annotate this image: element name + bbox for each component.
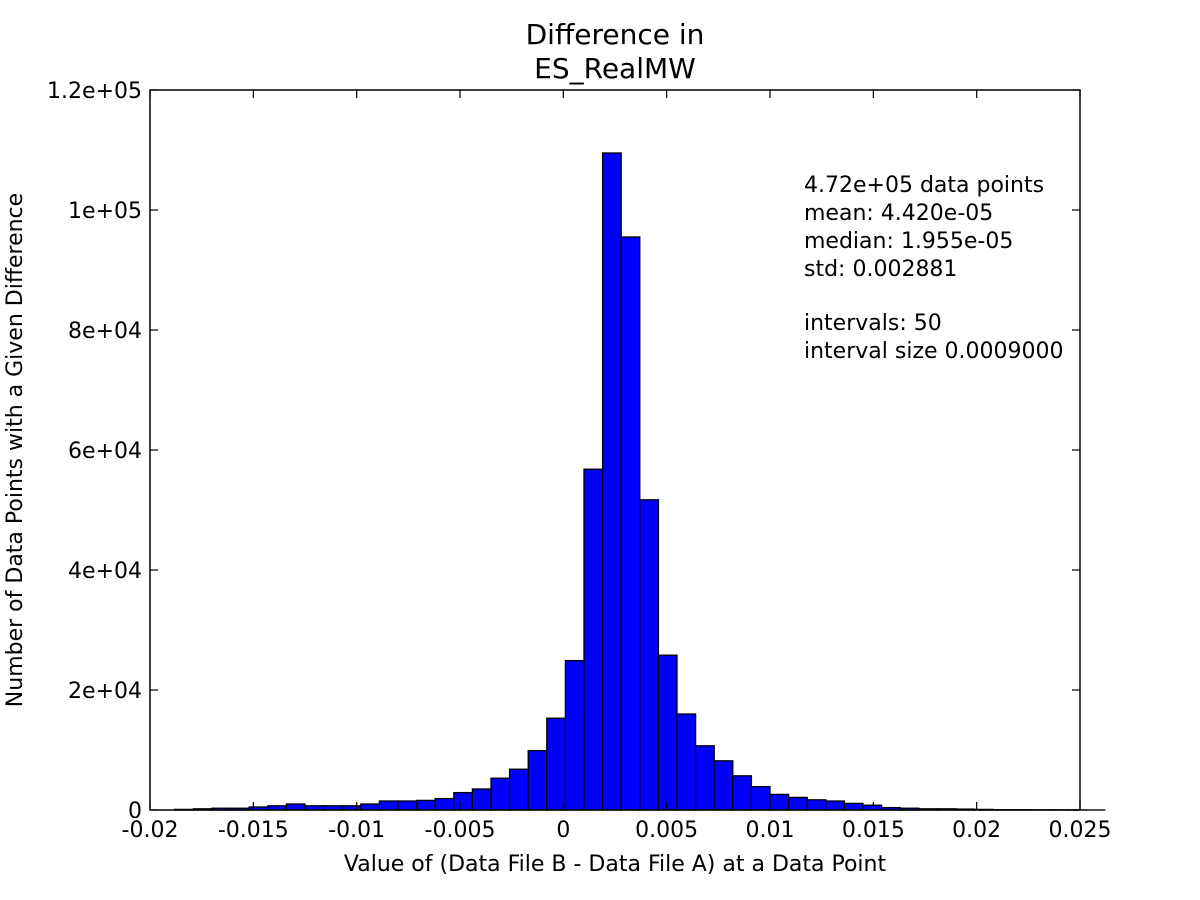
histogram-bar xyxy=(825,800,846,811)
histogram-bar xyxy=(750,785,771,811)
x-tick-label: 0.005 xyxy=(635,818,698,843)
x-tick-label: 0.025 xyxy=(1049,818,1112,843)
histogram-bar xyxy=(806,799,827,811)
histogram-bar xyxy=(397,800,418,811)
histogram-bar xyxy=(453,791,474,811)
histogram-bar xyxy=(527,749,548,811)
x-axis-ticks: -0.02 -0.015 -0.01 -0.005 0 0.005 0.01 0.015 0.0… xyxy=(122,90,1112,843)
histogram-bar xyxy=(601,152,622,811)
histogram-bar xyxy=(546,717,567,811)
y-tick-label: 8e+04 xyxy=(68,319,142,344)
histogram-bar xyxy=(360,803,381,811)
x-tick-label: 0.01 xyxy=(746,818,795,843)
histogram-bar xyxy=(415,799,436,811)
x-tick-label: 0.015 xyxy=(842,818,905,843)
y-tick-label: 1e+05 xyxy=(68,199,142,224)
annotation-line: std: 0.002881 xyxy=(804,257,957,282)
histogram-bar xyxy=(676,713,697,811)
histogram-bar xyxy=(639,499,660,811)
histogram-bar xyxy=(564,659,585,811)
x-tick-label: 0.02 xyxy=(952,818,1001,843)
histogram-bar xyxy=(657,654,678,811)
histogram-bar xyxy=(583,468,604,811)
y-tick-label: 0 xyxy=(128,799,142,824)
histogram-bar xyxy=(508,768,529,811)
y-tick-label: 4e+04 xyxy=(68,559,142,584)
x-tick-label: -0.005 xyxy=(425,818,496,843)
histogram-bars xyxy=(174,152,1106,811)
y-tick-label: 2e+04 xyxy=(68,679,142,704)
chart-title-line-2: ES_RealMW xyxy=(534,52,696,85)
y-axis-ticks: 0 2e+04 4e+04 6e+04 8e+04 1e+05 1.2e+05 xyxy=(47,79,1080,824)
y-tick-label: 6e+04 xyxy=(68,439,142,464)
histogram-bar xyxy=(694,745,715,811)
chart-title-line-1: Difference in xyxy=(526,18,705,51)
x-tick-label: -0.015 xyxy=(218,818,289,843)
histogram-bar xyxy=(490,777,511,811)
x-axis-label: Value of (Data File B - Data File A) at … xyxy=(344,852,887,877)
stats-annotation: 4.72e+05 data points mean: 4.420e-05 media… xyxy=(804,173,1064,364)
histogram-bar xyxy=(843,802,864,811)
histogram-bar xyxy=(769,793,790,811)
histogram-bar xyxy=(378,800,399,811)
annotation-line: mean: 4.420e-05 xyxy=(804,201,993,226)
histogram-bar xyxy=(471,788,492,811)
histogram-bar xyxy=(713,760,734,811)
histogram-bar xyxy=(434,797,455,811)
annotation-line: median: 1.955e-05 xyxy=(804,229,1013,254)
histogram-bar xyxy=(732,775,753,811)
histogram-bar xyxy=(787,796,808,811)
annotation-line: 4.72e+05 data points xyxy=(804,173,1044,198)
annotation-line: interval size 0.0009000 xyxy=(804,339,1064,364)
x-tick-label: 0 xyxy=(556,818,570,843)
x-tick-label: -0.02 xyxy=(122,818,179,843)
y-tick-label: 1.2e+05 xyxy=(47,79,142,104)
x-tick-label: -0.01 xyxy=(328,818,385,843)
y-axis-label: Number of Data Points with a Given Diffe… xyxy=(3,193,28,707)
annotation-line: intervals: 50 xyxy=(804,311,942,336)
histogram-bar xyxy=(620,236,641,811)
histogram-bar xyxy=(285,803,306,811)
